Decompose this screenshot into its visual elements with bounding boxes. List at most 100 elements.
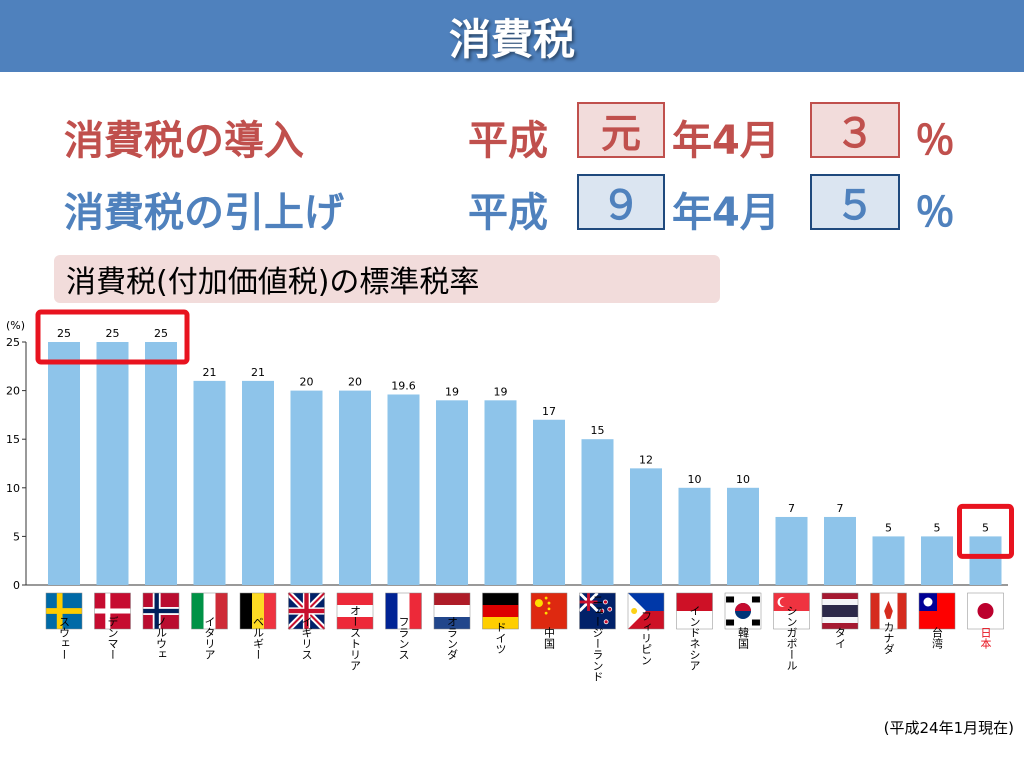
category-label-4: イタリア [203,616,216,660]
bar-3 [145,342,177,585]
category-label-12: ニュージーランド [591,594,604,682]
bar-19 [921,536,953,585]
value-label-3: 25 [154,327,168,340]
bar-6 [290,390,323,585]
new-zealand-flag-icon [578,591,616,630]
category-label-3: ノルウェ [155,616,168,660]
value-label-5: 21 [251,366,265,379]
category-label-17: タイ [834,627,847,649]
value-label-2: 25 [106,327,120,340]
category-label-7: オーストリア [349,605,362,671]
bar-13 [630,468,662,585]
norway-flag-icon [142,592,180,630]
as-of-date-note: (平成24年1月現在) [883,719,1014,737]
introduction-percent: ％ [915,118,955,164]
bar-15 [727,487,759,585]
vat-rate-bar-chart: (%) 0 5 10 15 20 25 25 スウェー 25 デンマー 25 ノルウェ 21 イタリア 21 ベ… [6,309,1014,682]
value-label-19: 5 [934,521,941,534]
korea-flag-icon [724,592,762,630]
value-label-12: 15 [591,424,605,437]
bar-5 [242,380,274,585]
introduction-row: 消費税の導入 平成 元 年4月 ３ ％ [0,102,1024,164]
increase-percent: ％ [915,190,955,236]
italy-flag-icon [191,592,228,630]
bar-1 [48,342,80,585]
uk-flag-icon [286,590,327,632]
category-label-15: 韓国 [737,627,750,650]
germany-flag-icon [482,592,519,630]
introduction-era: 平成 [468,118,548,164]
introduction-rate-box: ３ [810,102,900,158]
category-label-11: 中国 [543,627,556,650]
introduction-month: 年4月 [672,118,780,164]
page-title: 消費税 [448,14,575,64]
introduction-label: 消費税の導入 [64,118,304,164]
singapore-flag-icon [773,592,810,630]
highlight-box-2 [957,503,1014,559]
y-tick-label: 5 [13,530,20,543]
category-label-9: オランダ [446,616,459,660]
value-label-11: 17 [542,405,556,418]
value-label-15: 10 [736,473,750,486]
y-tick-label: 25 [6,336,20,349]
category-label-13: フィリピン [640,611,653,666]
category-label-19: 台湾 [931,626,944,650]
chart-subtitle: 消費税(付加価値税)の標準税率 [54,255,720,303]
bar-17 [824,516,856,585]
bar-16 [775,516,808,585]
value-label-10: 19 [494,385,508,398]
increase-rate-box: ５ [810,174,900,230]
category-label-5: ベルギー [252,616,265,660]
bar-7 [339,390,371,585]
value-label-4: 21 [203,366,217,379]
category-label-10: ドイツ [494,622,507,655]
value-label-9: 19 [445,385,459,398]
philippines-flag-icon [627,592,665,630]
value-label-13: 12 [639,453,653,466]
belgium-flag-icon [239,592,277,630]
china-flag-icon [530,592,568,630]
title-bar: 消費税 [0,0,1024,72]
category-label-2: デンマー [106,615,119,660]
value-label-20: 5 [982,521,989,534]
bar-12 [581,439,614,585]
thailand-flag-icon [821,592,859,630]
value-label-16: 7 [788,502,795,515]
indonesia-flag-icon [676,592,713,630]
bar-9 [436,400,468,585]
category-label-20: 日本 [979,627,992,650]
category-label-14: インドネシア [688,605,701,671]
increase-label: 消費税の引上げ [64,190,344,236]
bar-4 [193,380,226,585]
value-label-1: 25 [57,327,71,340]
netherlands-flag-icon [433,592,471,630]
value-label-18: 5 [885,521,892,534]
bar-11 [533,419,565,585]
japan-flag-icon [967,592,1004,630]
category-label-16: シンガポール [785,605,798,671]
bar-10 [484,400,517,585]
canada-flag-icon [870,592,907,630]
value-label-14: 10 [688,473,702,486]
taiwan-flag-icon [918,592,956,630]
y-tick-label: 15 [6,433,20,446]
increase-month: 年4月 [672,190,780,236]
value-label-7: 20 [348,376,362,389]
increase-era: 平成 [468,190,548,236]
austria-flag-icon [336,592,374,630]
value-label-17: 7 [837,502,844,515]
sweden-flag-icon [45,592,83,630]
y-tick-label: 10 [6,482,20,495]
category-label-6: イギリス [300,616,313,660]
france-flag-icon [385,592,422,630]
bar-8 [387,394,420,585]
increase-row: 消費税の引上げ 平成 ９ 年4月 ５ ％ [0,174,1024,236]
category-label-18: カナダ [882,621,895,654]
category-label-8: フランス [397,616,410,660]
increase-year-box: ９ [577,174,665,230]
value-label-8: 19.6 [391,379,416,392]
category-label-1: スウェー [58,616,71,660]
introduction-year-box: 元 [577,102,665,158]
bar-2 [96,342,129,585]
y-tick-label: 0 [13,579,20,592]
